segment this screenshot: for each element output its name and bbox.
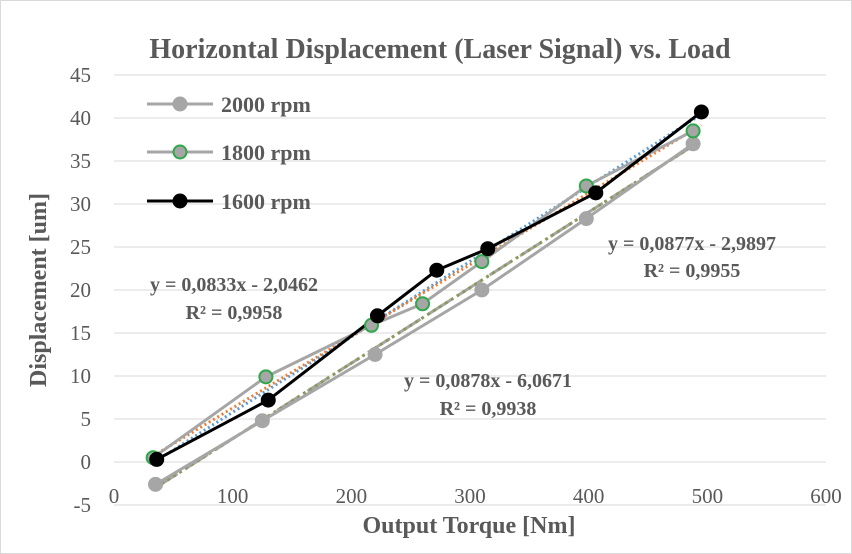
legend-entry-1600: 1600 rpm: [147, 189, 311, 214]
y-tick-labels: -5 0 5 10 15 20 25 30 35 40 45: [70, 63, 91, 517]
data-point: [260, 392, 276, 408]
data-point: [578, 211, 594, 227]
y-tick-label: -5: [74, 493, 92, 517]
r-squared-center: R² = 0,9938: [440, 398, 537, 420]
data-point: [369, 308, 385, 324]
series-line: [154, 142, 694, 486]
legend-entry-1800: 1800 rpm: [147, 140, 311, 165]
data-point: [429, 262, 445, 278]
y-tick-label: 5: [81, 407, 92, 431]
data-point: [148, 476, 164, 492]
x-tick-label: 600: [810, 484, 842, 508]
equation-right: y = 0,0877x - 2,9897: [608, 233, 776, 255]
data-point: [254, 413, 270, 429]
data-point: [685, 123, 701, 139]
y-tick-label: 25: [70, 235, 91, 259]
trendline: [152, 123, 703, 458]
y-tick-label: 40: [70, 106, 91, 130]
legend-marker-2000-rpm: [172, 96, 188, 112]
legend-label-2000-rpm: 2000 rpm: [221, 92, 311, 117]
trendline-equations: y = 0,0833x - 2,0462 R² = 0,9958 y = 0,0…: [150, 233, 776, 420]
y-tick-label: 0: [81, 450, 92, 474]
data-point: [474, 254, 490, 270]
equation-left: y = 0,0833x - 2,0462: [150, 274, 318, 296]
y-tick-label: 15: [70, 321, 91, 345]
chart-title: Horizontal Displacement (Laser Signal) v…: [149, 34, 731, 65]
data-point: [685, 136, 701, 152]
x-axis-title: Output Torque [Nm]: [363, 513, 576, 539]
x-tick-labels: 0 100 200 300 400 500 600: [109, 484, 842, 508]
x-tick-label: 500: [692, 484, 724, 508]
legend-marker-1800-rpm: [172, 144, 188, 160]
data-point: [149, 451, 165, 467]
y-tick-label: 30: [70, 192, 91, 216]
legend-label-1600-rpm: 1600 rpm: [221, 189, 311, 214]
data-point: [415, 296, 431, 312]
equation-center: y = 0,0878x - 6,0671: [404, 370, 572, 392]
r-squared-right: R² = 0,9955: [644, 260, 741, 282]
series-markers: [145, 104, 709, 492]
r-squared-left: R² = 0,9958: [186, 302, 283, 324]
y-tick-label: 10: [70, 364, 91, 388]
y-tick-label: 20: [70, 278, 91, 302]
legend-entry-2000: 2000 rpm: [147, 92, 311, 117]
x-tick-label: 300: [454, 484, 486, 508]
legend: 2000 rpm 1800 rpm 1600 rpm: [147, 92, 311, 214]
data-point: [588, 185, 604, 201]
data-point: [480, 241, 496, 257]
x-tick-label: 100: [217, 484, 249, 508]
x-tick-label: 0: [109, 484, 120, 508]
data-point: [474, 282, 490, 298]
data-point: [258, 369, 274, 385]
y-tick-label: 35: [70, 149, 91, 173]
legend-label-1800-rpm: 1800 rpm: [221, 140, 311, 165]
y-axis-title: Displacement [um]: [26, 193, 52, 387]
data-point: [693, 104, 709, 120]
x-tick-label: 400: [573, 484, 605, 508]
data-point: [367, 347, 383, 362]
x-tick-label: 200: [336, 484, 368, 508]
y-tick-label: 45: [70, 63, 91, 87]
legend-marker-1600-rpm: [172, 193, 188, 209]
